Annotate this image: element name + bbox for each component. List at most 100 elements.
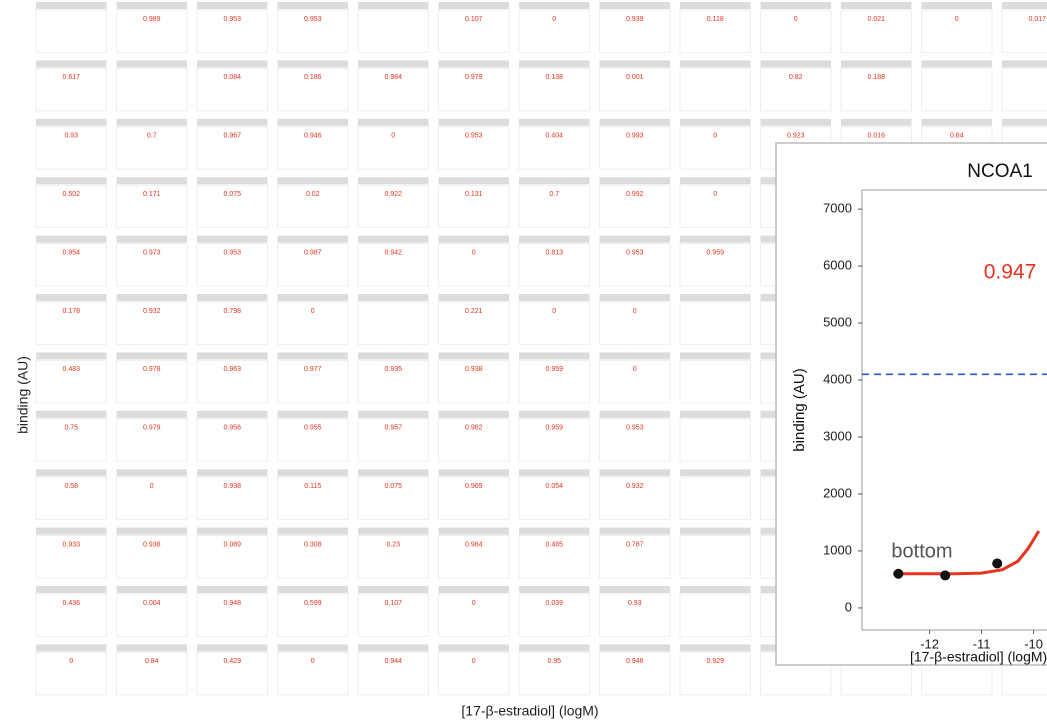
panel-header	[277, 177, 348, 185]
panel-score: 0.084	[223, 74, 241, 81]
panel-plot	[277, 301, 349, 345]
panel-header	[599, 352, 670, 360]
panel-header	[760, 2, 831, 9]
panel-plot	[679, 593, 751, 637]
panel-plot	[277, 593, 349, 637]
panel-plot	[357, 418, 429, 462]
panel-header	[358, 469, 429, 477]
panel-score: 0.7	[549, 191, 559, 198]
panel-header	[760, 118, 831, 126]
panel-score: 0.989	[143, 16, 161, 23]
panel-plot	[196, 184, 268, 229]
panel-plot	[1001, 67, 1047, 112]
panel-score: 0	[794, 16, 798, 23]
panel-score: 0.186	[304, 74, 322, 81]
panel-plot	[840, 67, 912, 112]
panel-score: 0.221	[465, 308, 483, 315]
panel-plot	[438, 476, 510, 521]
panel-header	[358, 177, 429, 185]
panel-score: 0.075	[223, 191, 241, 198]
panel-header	[519, 586, 590, 593]
panel-score: 0.107	[384, 600, 402, 607]
panel-header	[277, 118, 348, 126]
panel-plot	[196, 301, 268, 345]
panel-score: 0.946	[304, 133, 322, 140]
panel-plot	[357, 184, 429, 229]
panel-score: 0.178	[62, 308, 80, 315]
panel-header	[197, 60, 268, 68]
panel-score: 0.429	[223, 658, 241, 665]
panel-header	[277, 469, 348, 477]
panel-plot	[518, 476, 590, 521]
panel-header	[921, 118, 992, 126]
panel-header	[36, 410, 107, 418]
panel-header	[36, 118, 107, 126]
panel-plot	[357, 476, 429, 521]
panel-plot	[518, 243, 590, 287]
panel-header	[116, 527, 187, 535]
panel-header	[599, 469, 670, 477]
panel-plot	[438, 418, 510, 462]
panel-header	[197, 352, 268, 360]
panel-plot	[277, 126, 349, 170]
panel-header	[519, 235, 590, 243]
panel-plot	[357, 651, 429, 696]
panel-header	[116, 469, 187, 477]
panel-score: 0.115	[304, 483, 321, 490]
panel-header	[519, 469, 590, 477]
panel-score: 0.004	[143, 600, 161, 607]
panel-plot	[196, 476, 268, 521]
panel-header	[358, 644, 429, 652]
panel-plot	[518, 184, 590, 229]
panel-score: 0.954	[62, 249, 80, 256]
panel-header	[680, 469, 751, 477]
panel-score: 0.93	[628, 600, 642, 607]
panel-score: 0	[391, 133, 395, 140]
panel-header	[197, 235, 268, 243]
panel-score: 0.599	[304, 600, 322, 607]
panel-plot	[518, 418, 590, 462]
panel-header	[358, 235, 429, 243]
panel-header	[116, 294, 187, 301]
panel-plot	[438, 593, 510, 637]
panel-plot	[196, 651, 268, 696]
panel-plot	[438, 243, 510, 287]
panel-plot	[357, 301, 429, 345]
panel-header	[277, 60, 348, 68]
panel-header	[680, 586, 751, 593]
panel-score: 0.75	[64, 425, 78, 432]
panel-plot	[599, 418, 671, 462]
panel-header	[197, 527, 268, 535]
panel-score: 0.798	[223, 308, 241, 315]
panel-header	[36, 60, 107, 68]
panel-plot	[35, 593, 107, 637]
panel-header	[438, 177, 509, 185]
inset-y-tick-label: 3000	[823, 428, 852, 443]
inset-y-tick-label: 2000	[823, 485, 852, 500]
panel-plot	[116, 67, 188, 112]
panel-plot	[518, 593, 590, 637]
panel-header	[116, 644, 187, 652]
inset-y-tick-label: 0	[845, 599, 852, 614]
panel-plot	[277, 9, 349, 53]
panel-plot	[599, 301, 671, 345]
panel-plot	[116, 243, 188, 287]
panel-score: 0.963	[223, 366, 241, 373]
panel-score: 0.953	[223, 16, 241, 23]
panel-header	[36, 177, 107, 185]
panel-header	[438, 352, 509, 360]
panel-score: 0.987	[304, 249, 322, 256]
panel-score: 0.82	[789, 74, 803, 81]
panel-plot	[277, 359, 349, 404]
panel-header	[197, 2, 268, 9]
data-point	[992, 558, 1003, 569]
panel-score: 0.923	[787, 133, 805, 140]
panel-score: 0.617	[62, 74, 80, 81]
panel-plot	[35, 359, 107, 404]
panel-header	[680, 2, 751, 9]
panel-plot	[357, 126, 429, 170]
panel-score: 0.932	[143, 308, 161, 315]
panel-score: 0.84	[145, 658, 159, 665]
panel-header	[519, 294, 590, 301]
panel-plot	[921, 67, 993, 112]
